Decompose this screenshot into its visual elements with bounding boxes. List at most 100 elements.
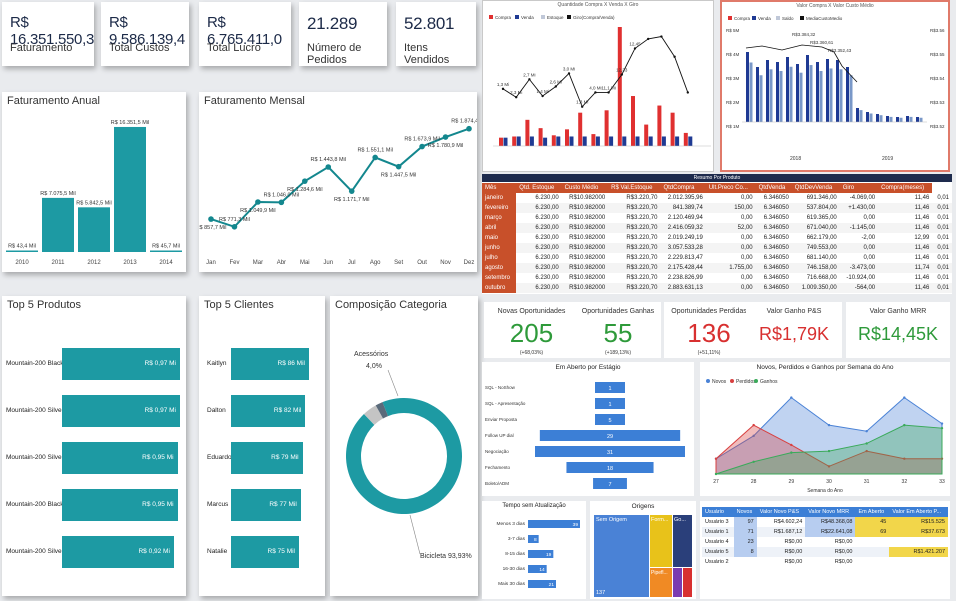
venda-bar[interactable] xyxy=(582,136,587,146)
origem-other-purple[interactable] xyxy=(673,568,682,597)
monthly-point[interactable] xyxy=(325,164,332,170)
venda-bar[interactable] xyxy=(503,137,508,146)
origem-pipefl[interactable]: Pipefl... xyxy=(650,568,672,597)
compra-bar[interactable] xyxy=(604,110,609,146)
venda-bar[interactable] xyxy=(556,136,561,146)
venda-bar[interactable] xyxy=(688,136,693,146)
custo-bar[interactable] xyxy=(796,64,799,122)
estagio-bar[interactable] xyxy=(566,462,654,473)
monthly-point[interactable] xyxy=(395,163,402,170)
users-row[interactable]: Usuário 3 97 R$4.602,24 R$48.368,08 45 R$15.5… xyxy=(702,517,948,527)
estagio-bar[interactable] xyxy=(595,398,625,409)
origem-other-red[interactable] xyxy=(683,568,692,597)
custo-bar[interactable] xyxy=(746,52,749,122)
giro-point[interactable] xyxy=(581,105,584,108)
saldo-bar[interactable] xyxy=(809,65,813,122)
resumo-row[interactable]: fevereiro 6.230,00 R$10.982000 R$3.220,70 84… xyxy=(482,203,952,213)
novos-point[interactable] xyxy=(940,422,944,425)
perdidos-point[interactable] xyxy=(865,449,868,453)
compra-bar[interactable] xyxy=(512,136,517,146)
estagio-bar[interactable] xyxy=(595,414,625,425)
compra-bar[interactable] xyxy=(538,128,543,146)
saldo-bar[interactable] xyxy=(759,75,763,122)
resumo-row[interactable]: outubro 6.230,00 R$10.982000 R$3.220,70 2.88… xyxy=(482,283,952,293)
giro-point[interactable] xyxy=(660,35,663,38)
users-col-header[interactable]: Em Aberto xyxy=(855,507,890,517)
saldo-bar[interactable] xyxy=(889,116,893,122)
saldo-bar[interactable] xyxy=(779,71,783,122)
compra-bar[interactable] xyxy=(657,105,662,146)
compra-bar[interactable] xyxy=(670,112,675,146)
monthly-point[interactable] xyxy=(372,154,378,161)
saldo-bar[interactable] xyxy=(919,117,923,122)
venda-bar[interactable] xyxy=(661,136,666,146)
giro-point[interactable] xyxy=(633,47,637,50)
product-bar[interactable]: R$ 0,92 Mi xyxy=(62,536,174,568)
resumo-col-header[interactable]: QtdDevVenda xyxy=(791,183,840,193)
compra-bar[interactable] xyxy=(617,27,622,146)
compra-bar[interactable] xyxy=(683,132,688,146)
custo-bar[interactable] xyxy=(866,112,869,122)
resumo-row[interactable]: maio 6.230,00 R$10.982000 R$3.220,70 2.019.2… xyxy=(482,233,952,243)
estagio-bar[interactable] xyxy=(535,446,685,457)
monthly-point[interactable] xyxy=(466,125,472,132)
monthly-point[interactable] xyxy=(208,216,214,222)
venda-bar[interactable] xyxy=(635,136,640,146)
giro-point[interactable] xyxy=(607,91,610,94)
monthly-point[interactable] xyxy=(442,134,449,140)
perdidos-point[interactable] xyxy=(827,465,831,468)
resumo-col-header[interactable]: Mês xyxy=(482,183,517,193)
giro-point[interactable] xyxy=(567,72,571,75)
saldo-bar[interactable] xyxy=(799,72,803,122)
annual-bar[interactable] xyxy=(78,207,110,252)
product-bar[interactable]: R$ 0,95 Mi xyxy=(62,489,178,521)
custo-bar[interactable] xyxy=(806,55,809,122)
resumo-row[interactable]: junho 6.230,00 R$10.982000 R$3.220,70 3.057.… xyxy=(482,243,952,253)
compra-bar[interactable] xyxy=(644,124,649,146)
custo-bar[interactable] xyxy=(856,108,859,122)
ganhos-point[interactable] xyxy=(940,426,944,430)
resumo-row[interactable]: julho 6.230,00 R$10.982000 R$3.220,70 2.229.… xyxy=(482,253,952,263)
origem-form[interactable]: Form... xyxy=(650,515,672,567)
saldo-bar[interactable] xyxy=(909,116,913,122)
giro-point[interactable] xyxy=(620,73,623,76)
annual-bar[interactable] xyxy=(6,250,38,253)
product-bar[interactable]: R$ 0,97 Mi xyxy=(62,348,180,380)
resumo-col-header[interactable]: QtdVenda xyxy=(755,183,792,193)
users-row[interactable]: Usuário 4 23 R$0,00 R$0,00 xyxy=(702,537,948,547)
novos-point[interactable] xyxy=(865,430,868,433)
resumo-col-header[interactable]: Qtd. Estoque xyxy=(516,183,562,193)
resumo-row[interactable]: janeiro 6.230,00 R$10.982000 R$3.220,70 2.01… xyxy=(482,193,952,203)
users-col-header[interactable]: Valor Novo MRR xyxy=(805,507,856,517)
saldo-bar[interactable] xyxy=(839,69,843,122)
resumo-col-header[interactable]: Custo Médio xyxy=(561,183,609,193)
product-bar[interactable]: R$ 0,95 Mi xyxy=(62,442,178,474)
tempo-bar[interactable] xyxy=(528,550,554,558)
giro-point[interactable] xyxy=(515,96,518,99)
giro-point[interactable] xyxy=(541,94,544,98)
resumo-row[interactable]: abril 6.230,00 R$10.982000 R$3.220,70 2.416.… xyxy=(482,223,952,233)
ganhos-point[interactable] xyxy=(714,472,718,476)
monthly-point[interactable] xyxy=(419,143,425,150)
saldo-bar[interactable] xyxy=(789,66,793,122)
annual-bar[interactable] xyxy=(150,250,182,253)
monthly-point[interactable] xyxy=(348,188,355,194)
product-bar[interactable]: R$ 0,97 Mi xyxy=(62,395,180,427)
giro-point[interactable] xyxy=(647,37,650,41)
tempo-bar[interactable] xyxy=(528,535,539,543)
compra-bar[interactable] xyxy=(551,135,556,146)
monthly-point[interactable] xyxy=(278,199,285,206)
users-col-header[interactable]: Usuário xyxy=(702,507,734,517)
compra-bar[interactable] xyxy=(565,129,569,146)
saldo-bar[interactable] xyxy=(859,110,863,122)
resumo-col-header[interactable]: Compra(meses) xyxy=(878,183,933,193)
custo-bar[interactable] xyxy=(886,116,889,122)
ganhos-point[interactable] xyxy=(903,423,906,427)
users-col-header[interactable]: Valor Em Aberto P... xyxy=(889,507,948,517)
client-bar[interactable]: R$ 77 Mil xyxy=(231,489,301,521)
novos-point[interactable] xyxy=(827,423,831,427)
custo-bar[interactable] xyxy=(846,67,849,122)
donut-slice[interactable] xyxy=(375,402,389,419)
saldo-bar[interactable] xyxy=(829,68,833,122)
custo-bar[interactable] xyxy=(766,60,769,122)
